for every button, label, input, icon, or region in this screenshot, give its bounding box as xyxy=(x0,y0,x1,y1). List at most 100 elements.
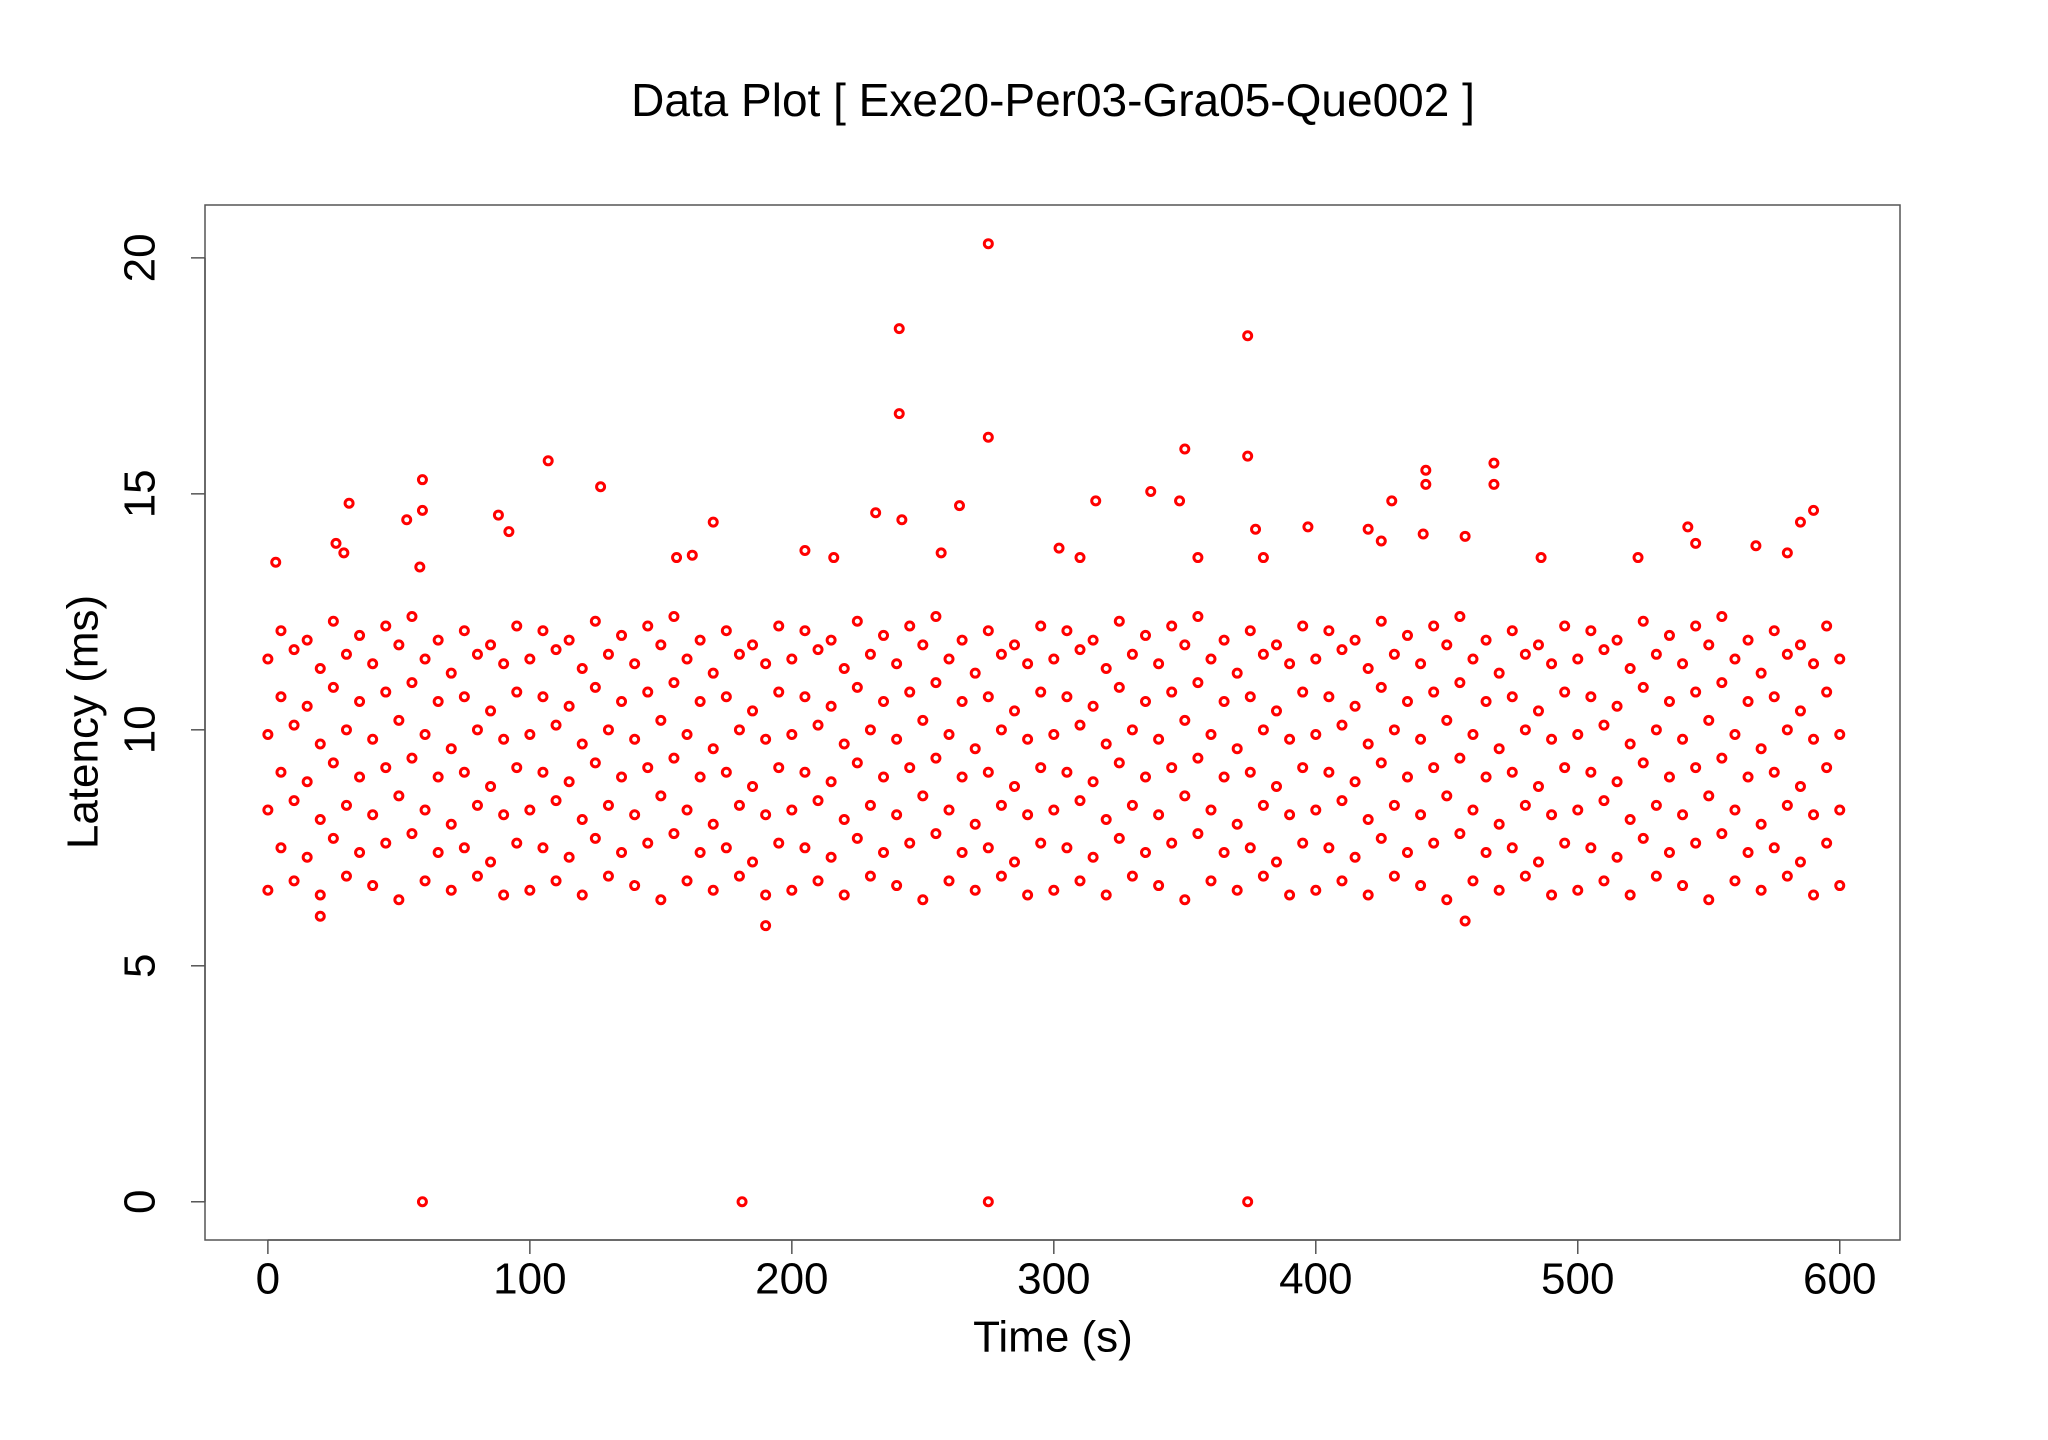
point xyxy=(935,547,947,559)
point xyxy=(354,629,366,641)
point xyxy=(1205,729,1217,741)
point xyxy=(1794,780,1806,792)
point xyxy=(825,776,837,788)
point xyxy=(537,625,549,637)
y-tick-label: 15 xyxy=(116,469,165,518)
point xyxy=(747,639,759,651)
point xyxy=(1677,880,1689,892)
point xyxy=(1546,733,1558,745)
point xyxy=(1179,790,1191,802)
point xyxy=(1794,639,1806,651)
point xyxy=(1401,629,1413,641)
point xyxy=(1231,667,1243,679)
point xyxy=(1074,644,1086,656)
point xyxy=(1244,842,1256,854)
point xyxy=(1546,889,1558,901)
point xyxy=(642,762,654,774)
point xyxy=(1637,681,1649,693)
point xyxy=(1703,639,1715,651)
point xyxy=(367,733,379,745)
point xyxy=(1401,695,1413,707)
x-tick-label: 0 xyxy=(256,1255,280,1304)
point xyxy=(1677,733,1689,745)
points xyxy=(262,238,1846,1208)
point xyxy=(471,648,483,660)
point xyxy=(1682,521,1694,533)
point xyxy=(414,561,426,573)
point xyxy=(1401,771,1413,783)
point xyxy=(799,691,811,703)
point xyxy=(1611,776,1623,788)
point xyxy=(825,700,837,712)
point xyxy=(1009,780,1021,792)
point xyxy=(969,743,981,755)
point xyxy=(1126,724,1138,736)
point xyxy=(1742,771,1754,783)
point xyxy=(301,776,313,788)
point xyxy=(893,323,905,335)
point xyxy=(445,884,457,896)
point xyxy=(943,653,955,665)
point xyxy=(747,705,759,717)
point xyxy=(1480,634,1492,646)
point xyxy=(340,648,352,660)
point xyxy=(943,729,955,741)
point xyxy=(1192,828,1204,840)
point xyxy=(904,686,916,698)
point xyxy=(327,832,339,844)
point xyxy=(616,847,628,859)
point xyxy=(870,507,882,519)
point xyxy=(812,644,824,656)
point xyxy=(270,556,282,568)
point xyxy=(1113,615,1125,627)
point xyxy=(760,733,772,745)
point xyxy=(1493,667,1505,679)
point xyxy=(671,552,683,564)
point xyxy=(1140,771,1152,783)
point xyxy=(655,790,667,802)
point xyxy=(1192,752,1204,764)
point xyxy=(1257,724,1269,736)
point xyxy=(1467,653,1479,665)
point xyxy=(275,842,287,854)
point xyxy=(1441,894,1453,906)
point xyxy=(1781,724,1793,736)
point xyxy=(1690,537,1702,549)
point xyxy=(1297,686,1309,698)
point xyxy=(1677,809,1689,821)
point xyxy=(1480,695,1492,707)
x-tick-label: 600 xyxy=(1803,1255,1876,1304)
point xyxy=(1022,658,1034,670)
point xyxy=(275,691,287,703)
point xyxy=(1624,889,1636,901)
point xyxy=(393,790,405,802)
point xyxy=(1729,875,1741,887)
point xyxy=(1218,847,1230,859)
point xyxy=(380,837,392,849)
point xyxy=(1729,804,1741,816)
point xyxy=(1166,837,1178,849)
point xyxy=(1808,889,1820,901)
point xyxy=(1493,743,1505,755)
point xyxy=(595,481,607,493)
point xyxy=(878,629,890,641)
point xyxy=(1716,752,1728,764)
point xyxy=(542,455,554,467)
point xyxy=(602,799,614,811)
y-tick-label: 10 xyxy=(116,705,165,754)
point xyxy=(1755,818,1767,830)
point xyxy=(878,847,890,859)
point xyxy=(799,842,811,854)
point xyxy=(327,681,339,693)
point xyxy=(1755,743,1767,755)
point xyxy=(1703,894,1715,906)
point xyxy=(1572,653,1584,665)
point xyxy=(953,500,965,512)
point xyxy=(1690,620,1702,632)
point xyxy=(969,884,981,896)
point xyxy=(642,686,654,698)
point xyxy=(1061,766,1073,778)
point xyxy=(1480,847,1492,859)
point xyxy=(1559,620,1571,632)
